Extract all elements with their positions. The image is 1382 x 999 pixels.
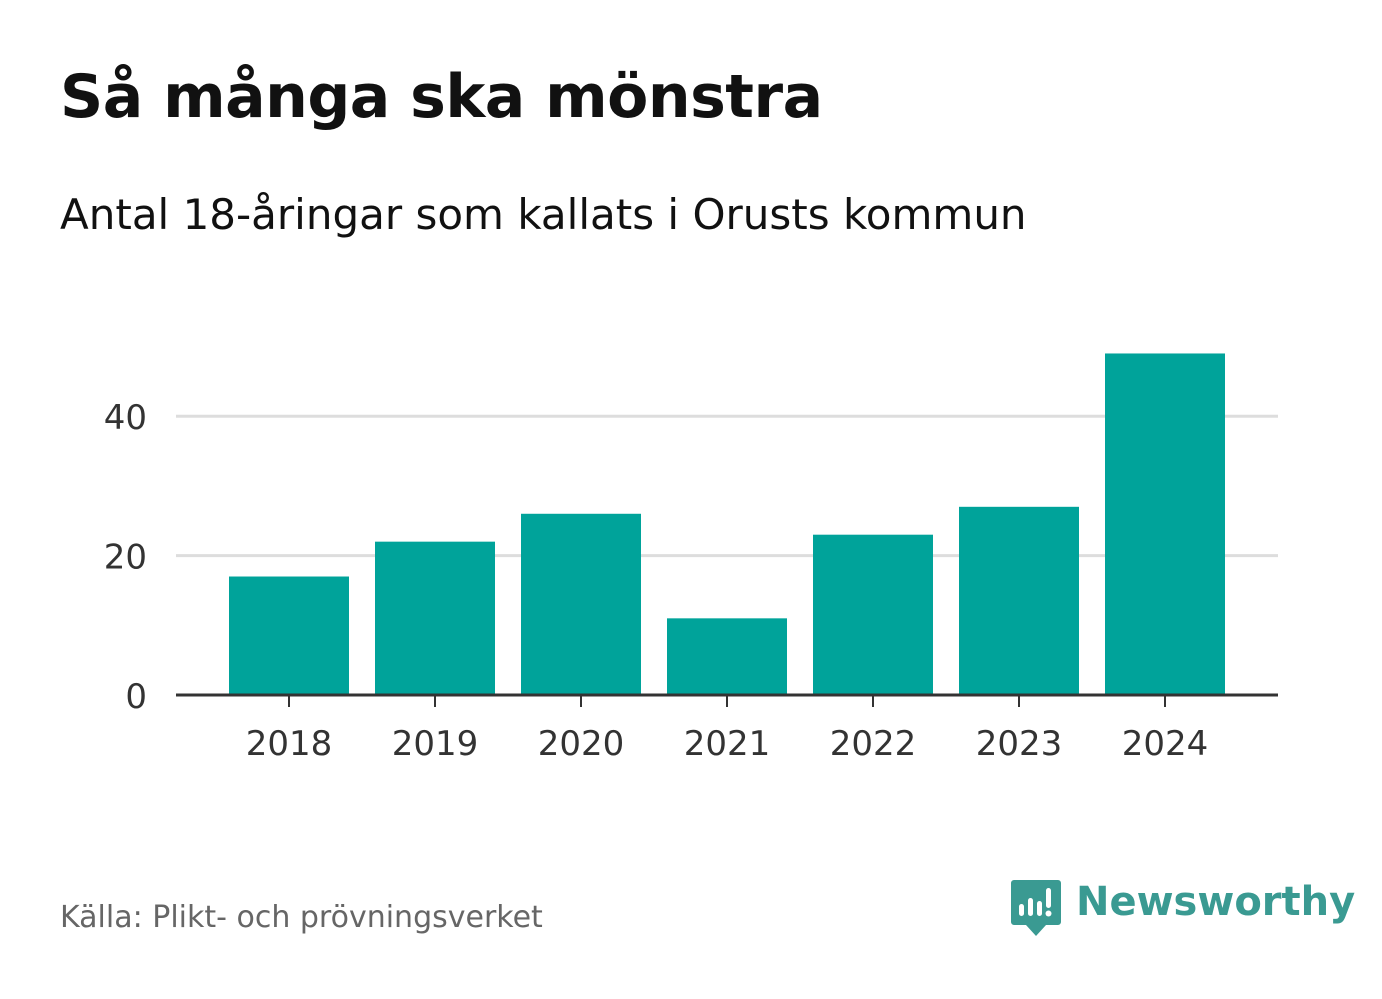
bar-2022 [813,534,933,695]
newsworthy-logo-icon [1011,880,1061,936]
x-tick-label-2021: 2021 [684,724,771,764]
bar-2023 [959,506,1079,695]
y-tick-label-40: 40 [104,398,147,438]
bar-2020 [521,513,641,695]
source-note: Källa: Plikt- och prövningsverket [60,900,543,935]
y-tick-label-20: 20 [104,538,147,578]
chart-title: Så många ska mönstra [60,62,823,132]
x-tick-label-2024: 2024 [1122,724,1209,764]
x-tick-label-2020: 2020 [538,724,625,764]
x-tick-label-2022: 2022 [830,724,917,764]
bar-2024 [1105,353,1225,695]
bar-2019 [375,541,495,695]
y-tick-label-0: 0 [125,677,147,717]
chart-subtitle: Antal 18-åringar som kallats i Orusts ko… [60,190,1027,239]
x-tick-label-2019: 2019 [392,724,479,764]
x-tick-label-2018: 2018 [246,724,333,764]
bar-2018 [229,576,349,695]
x-tick-label-2023: 2023 [976,724,1063,764]
newsworthy-logo: Newsworthy [1010,878,1355,942]
bar-2021 [667,618,787,695]
logo-wordmark: Newsworthy [1076,879,1356,925]
